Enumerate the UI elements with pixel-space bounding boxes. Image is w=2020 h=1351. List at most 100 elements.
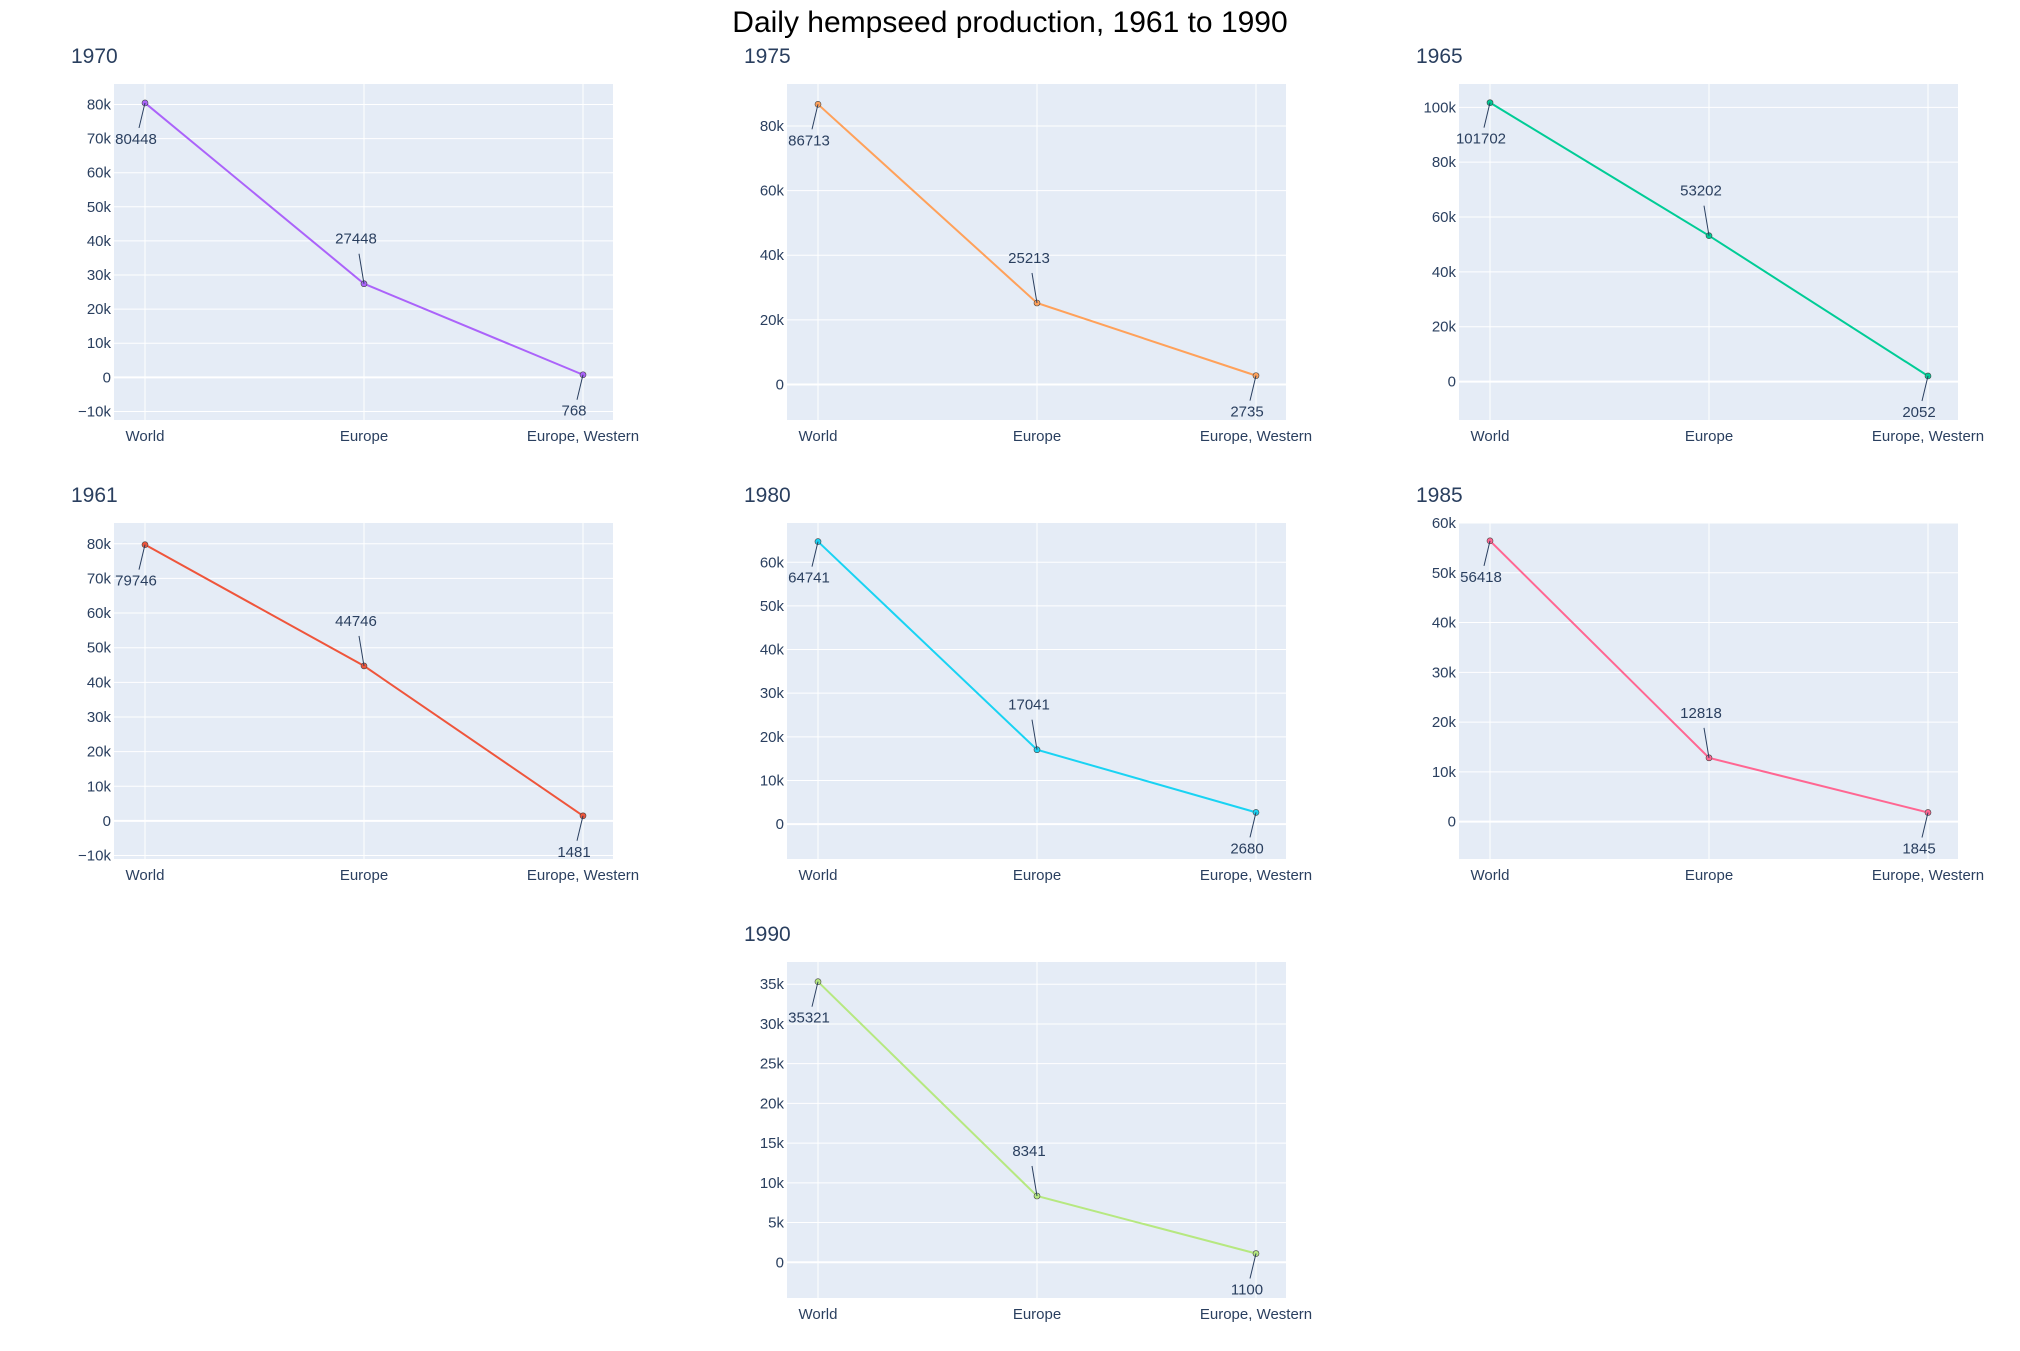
- annotation-arrow: [358, 253, 365, 284]
- x-tick-label: Europe: [1013, 1306, 1061, 1323]
- x-tick-label: Europe, Western: [1200, 1306, 1312, 1323]
- annotation-arrow: [358, 635, 365, 666]
- y-tick-label: 15k: [760, 1135, 785, 1152]
- y-tick-label: 5k: [768, 1215, 784, 1232]
- subplot-title: 1965: [1416, 45, 1463, 68]
- data-label: 35321: [788, 1010, 830, 1027]
- x-tick-label: Europe, Western: [1200, 867, 1312, 884]
- y-tick-label: 60k: [760, 183, 785, 200]
- annotation-arrow: [1483, 102, 1491, 128]
- y-tick-label: 20k: [760, 729, 785, 746]
- data-label: 768: [561, 403, 586, 420]
- x-tick-label: Europe: [1685, 428, 1733, 445]
- data-label: 1845: [1902, 840, 1935, 857]
- y-tick-label: 0: [776, 1254, 784, 1271]
- annotation-arrow: [1703, 205, 1710, 236]
- x-tick-label: Europe, Western: [1872, 428, 1984, 445]
- x-tick-label: Europe, Western: [1200, 428, 1312, 445]
- y-tick-label: 10k: [87, 335, 112, 352]
- panel-1985: 0 10k 20k 30k 40k 50k 60k World Europe Europe, We…: [1416, 484, 1984, 884]
- y-tick-label: 80k: [87, 96, 112, 113]
- y-tick-label: 50k: [760, 598, 785, 615]
- y-tick-label: 30k: [87, 267, 112, 284]
- y-tick-label: 80k: [760, 118, 785, 135]
- data-label: 64741: [788, 570, 830, 587]
- y-tick-label: 20k: [1432, 714, 1457, 731]
- y-tick-label: 10k: [760, 1175, 785, 1192]
- subplot-title: 1980: [744, 484, 791, 507]
- y-tick-label: 30k: [87, 709, 112, 726]
- y-tick-label: 10k: [1432, 764, 1457, 781]
- y-tick-label: 60k: [1432, 209, 1457, 226]
- x-tick-label: World: [799, 1306, 838, 1323]
- y-tick-label: 50k: [87, 199, 112, 216]
- data-label: 27448: [335, 231, 377, 248]
- data-label: 44746: [335, 613, 377, 630]
- y-tick-label: 10k: [87, 778, 112, 795]
- y-tick-label: 0: [103, 369, 111, 386]
- annotation-arrow: [811, 981, 819, 1007]
- y-tick-label: 70k: [87, 131, 112, 148]
- y-tick-label: 30k: [1432, 664, 1457, 681]
- data-label: 2680: [1230, 840, 1263, 857]
- annotation-arrow: [576, 374, 584, 400]
- panel-1961: −10k 0 10k 20k 30k 40k 50k 60k 70k 80k World Europe…: [71, 484, 639, 884]
- y-tick-label: 0: [776, 816, 784, 833]
- annotation-arrow: [811, 104, 819, 130]
- annotation-arrow: [1031, 1165, 1038, 1197]
- y-tick-label: 60k: [760, 554, 785, 571]
- y-tick-label: 40k: [1432, 264, 1457, 281]
- panel-1970: −10k 0 10k 20k 30k 40k 50k 60k 70k 80k World Europe…: [71, 45, 639, 445]
- y-tick-label: 40k: [87, 233, 112, 250]
- subplot-title: 1970: [71, 45, 118, 68]
- y-tick-label: 100k: [1423, 99, 1456, 116]
- y-tick-label: −10k: [78, 403, 111, 420]
- subplot-title: 1961: [71, 484, 118, 507]
- data-label: 2052: [1902, 404, 1935, 421]
- data-label: 56418: [1460, 569, 1502, 586]
- annotation-arrow: [1249, 1253, 1257, 1279]
- subplot-title: 1990: [744, 923, 791, 946]
- x-tick-label: Europe: [340, 867, 388, 884]
- data-label: 12818: [1680, 705, 1722, 722]
- y-tick-label: 0: [776, 376, 784, 393]
- y-tick-label: 20k: [87, 301, 112, 318]
- x-tick-label: Europe, Western: [1872, 867, 1984, 884]
- data-label: 2735: [1230, 404, 1263, 421]
- y-tick-label: 40k: [760, 247, 785, 264]
- annotation-arrow: [1249, 812, 1257, 838]
- y-tick-label: 20k: [760, 1095, 785, 1112]
- y-tick-label: 40k: [1432, 615, 1457, 632]
- y-tick-label: 80k: [87, 536, 112, 553]
- annotation-arrow: [1921, 375, 1929, 402]
- annotation-arrow: [811, 541, 819, 567]
- y-tick-label: 60k: [87, 165, 112, 182]
- y-tick-label: 50k: [1432, 565, 1457, 582]
- annotation-arrow: [1249, 375, 1257, 401]
- annotation-arrow: [576, 815, 584, 841]
- y-tick-label: 60k: [1432, 515, 1457, 532]
- data-label: 17041: [1008, 697, 1050, 714]
- annotation-arrow: [1031, 272, 1038, 304]
- chart-title: Daily hempseed production, 1961 to 1990: [732, 6, 1287, 39]
- annotation-arrow: [1483, 540, 1491, 566]
- y-tick-label: 60k: [87, 605, 112, 622]
- annotation-arrow: [1703, 727, 1710, 758]
- y-tick-label: 20k: [87, 744, 112, 761]
- data-label: 1100: [1231, 1282, 1263, 1299]
- data-label: 1481: [557, 844, 590, 861]
- subplot-title: 1975: [744, 45, 791, 68]
- y-tick-label: −10k: [78, 848, 111, 865]
- x-tick-label: Europe: [1013, 428, 1061, 445]
- y-tick-label: 25k: [760, 1056, 785, 1073]
- y-tick-label: 50k: [87, 640, 112, 657]
- subplot-title: 1985: [1416, 484, 1463, 507]
- data-label: 86713: [788, 132, 830, 149]
- x-tick-label: Europe, Western: [527, 428, 639, 445]
- y-tick-label: 0: [103, 813, 111, 830]
- annotation-arrow: [1031, 719, 1038, 750]
- y-tick-label: 40k: [87, 674, 112, 691]
- x-tick-label: World: [126, 428, 165, 445]
- x-tick-label: World: [126, 867, 165, 884]
- y-tick-label: 30k: [760, 685, 785, 702]
